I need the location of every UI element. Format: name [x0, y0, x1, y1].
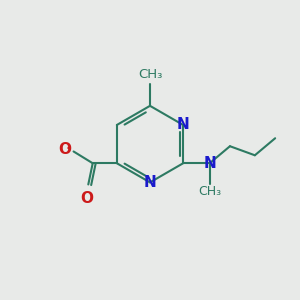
Text: O: O [58, 142, 71, 157]
Text: N: N [144, 175, 156, 190]
Text: CH₃: CH₃ [198, 185, 221, 198]
Text: N: N [203, 156, 216, 171]
Text: ·: · [50, 140, 71, 158]
Text: CH₃: CH₃ [138, 68, 162, 81]
Text: O: O [80, 191, 93, 206]
Text: N: N [177, 118, 190, 133]
